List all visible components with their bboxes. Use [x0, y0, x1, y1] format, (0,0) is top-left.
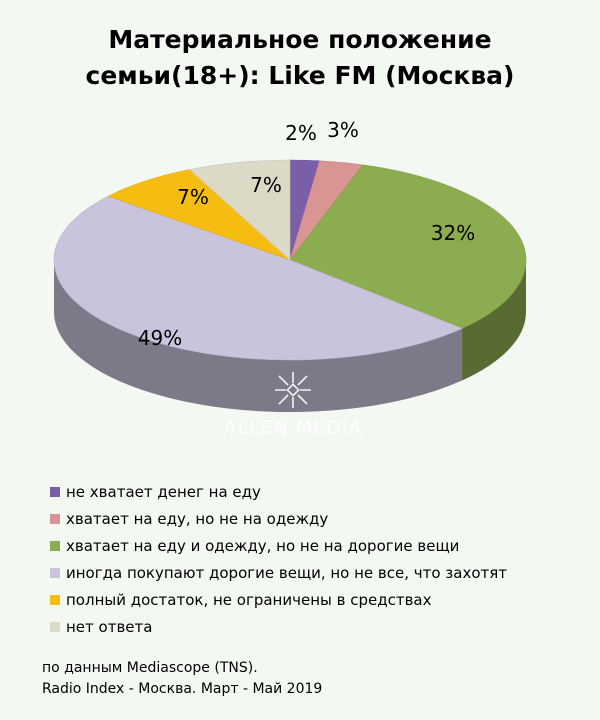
pie-slice-slice-3 [53, 195, 463, 361]
legend-label: хватает на еду, но не на одежду [66, 509, 329, 528]
pie-slice-slice-5 [188, 159, 291, 261]
legend-label: иногда покупают дорогие вещи, но не все,… [66, 563, 508, 582]
legend-item-no-answer: нет ответа [50, 613, 507, 640]
source-line-2: Radio Index - Москва. Март - Май 2019 [42, 681, 323, 697]
legend-label: нет ответа [66, 617, 153, 636]
legend-swatch [50, 594, 60, 605]
pie-side-slice-2 [462, 260, 526, 381]
legend-item-food-clothes-not-expensive: хватает на еду и одежду, но не на дороги… [50, 532, 507, 559]
watermark-logo-icon [275, 372, 311, 408]
source-note: по данным Mediascope (TNS). Radio Index … [42, 658, 322, 700]
pie-label-slice-1: 3% [327, 118, 359, 142]
legend: не хватает денег на еду хватает на еду, … [50, 478, 507, 640]
legend-swatch [50, 513, 60, 524]
legend-item-full-prosperity: полный достаток, не ограничены в средств… [50, 586, 507, 613]
legend-swatch [50, 540, 60, 551]
pie-slice-slice-4 [107, 169, 291, 261]
pie-label-slice-4: 7% [177, 185, 209, 209]
chart-title: Материальное положение семьи(18+): Like … [0, 22, 600, 94]
legend-swatch [50, 567, 60, 578]
legend-label: полный достаток, не ограничены в средств… [66, 590, 432, 609]
legend-item-food-not-clothes: хватает на еду, но не на одежду [50, 505, 507, 532]
pie-percent-labels: 2% 3% 32% 49% 7% 7% [138, 118, 475, 350]
pie-label-slice-3: 49% [138, 326, 182, 350]
pie-slice-slice-2 [289, 164, 527, 329]
pie-label-slice-2: 32% [431, 221, 475, 245]
legend-swatch [50, 621, 60, 632]
allen-media-watermark: ALLEN MEDIA [223, 372, 362, 439]
pie-label-slice-0: 2% [285, 121, 317, 145]
chart-title-line-2: семьи(18+): Like FM (Москва) [85, 61, 515, 90]
pie-side-slice-3 [54, 260, 463, 412]
pie-top-faces [53, 159, 527, 361]
legend-label: хватает на еду и одежду, но не на дороги… [66, 536, 460, 555]
chart-title-line-1: Материальное положение [108, 25, 492, 54]
source-line-1: по данным Mediascope (TNS). [42, 660, 258, 676]
watermark-text: ALLEN MEDIA [223, 417, 362, 439]
pie-side-walls [54, 260, 526, 412]
pie-label-slice-5: 7% [250, 173, 282, 197]
legend-label: не хватает денег на еду [66, 482, 261, 501]
legend-item-sometimes-expensive: иногда покупают дорогие вещи, но не все,… [50, 559, 507, 586]
legend-item-no-money-food: не хватает денег на еду [50, 478, 507, 505]
legend-swatch [50, 486, 60, 497]
